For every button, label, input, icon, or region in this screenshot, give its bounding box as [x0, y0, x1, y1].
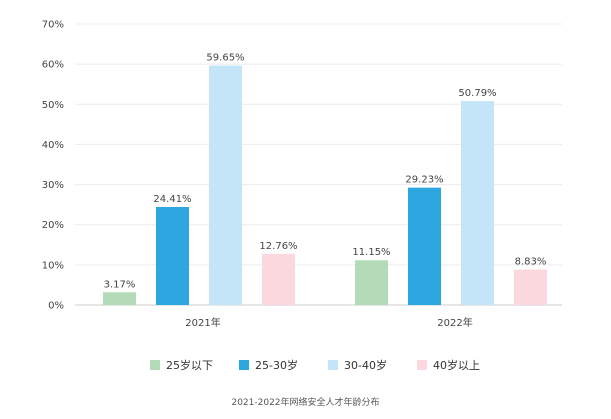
bar-value-label: 12.76% [259, 241, 297, 252]
x-tick-label: 2021年 [185, 316, 220, 329]
legend: 25岁以下 25-30岁 30-40岁 40岁以上 [150, 358, 480, 372]
legend-label: 30-40岁 [344, 358, 387, 372]
legend-item: 30-40岁 [328, 358, 387, 372]
legend-item: 25岁以下 [150, 358, 213, 372]
y-tick-label: 30% [42, 180, 64, 191]
legend-label: 25岁以下 [166, 358, 213, 372]
legend-swatch [328, 360, 338, 370]
y-tick-label: 60% [42, 60, 64, 71]
y-tick-label: 70% [42, 20, 64, 31]
bar-value-label: 8.83% [515, 257, 547, 268]
bar [262, 253, 295, 305]
bar [156, 207, 189, 305]
bar-value-label: 11.15% [352, 247, 390, 258]
legend-label: 25-30岁 [255, 358, 298, 372]
bar-value-label: 3.17% [104, 279, 136, 290]
bar [209, 65, 242, 306]
y-tick-label: 40% [42, 140, 64, 151]
y-tick-label: 0% [48, 301, 64, 312]
bar-value-label: 50.79% [458, 88, 496, 99]
x-axis-ticks: 2021年 2022年 [185, 316, 472, 329]
legend-swatch [417, 360, 427, 370]
bar-value-label: 24.41% [153, 194, 191, 205]
y-tick-label: 20% [42, 220, 64, 231]
x-tick-label: 2022年 [437, 316, 472, 329]
legend-item: 25-30岁 [239, 358, 298, 372]
y-tick-label: 50% [42, 100, 64, 111]
bar [355, 260, 388, 305]
bar-value-label: 59.65% [206, 53, 244, 64]
bar [408, 187, 441, 305]
y-tick-label: 10% [42, 260, 64, 271]
bar-value-labels: 3.17% 11.15% 24.41% 29.23% 59.65% 50.79% 12.76… [104, 53, 547, 291]
bar [514, 269, 547, 305]
y-axis-ticks: 0% 10% 20% 30% 40% 50% 60% 70% [42, 20, 64, 312]
legend-swatch [150, 360, 160, 370]
legend-item: 40岁以上 [417, 358, 480, 372]
bar [103, 292, 136, 305]
bar-value-label: 29.23% [405, 175, 443, 186]
legend-swatch [239, 360, 249, 370]
chart-caption: 2021-2022年网络安全人才年龄分布 [231, 396, 379, 408]
legend-label: 40岁以上 [433, 358, 480, 372]
bar [461, 101, 494, 305]
bars [103, 65, 547, 306]
